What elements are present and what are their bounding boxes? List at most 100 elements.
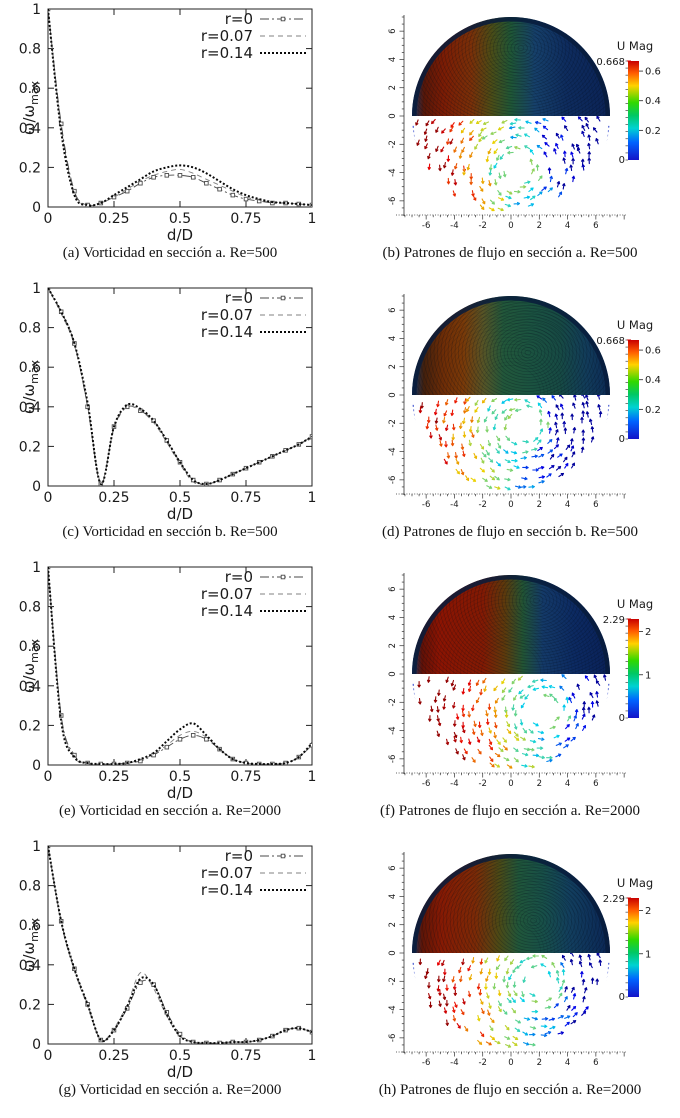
svg-text:-4: -4 — [450, 1058, 458, 1068]
svg-text:4: 4 — [565, 779, 570, 789]
flow-pattern-h: 6 4 2 0 -2 -4 -6 -6 -4 -2 0 2 4 6 U Mag 2.29 0 2 1 — [388, 852, 653, 1068]
svg-text:0.6: 0.6 — [19, 81, 41, 97]
svg-text:0.5: 0.5 — [169, 211, 191, 227]
svg-text:d/D: d/D — [167, 1063, 193, 1081]
svg-text:d/D: d/D — [167, 226, 193, 244]
svg-text:0.25: 0.25 — [98, 211, 129, 227]
svg-text:0: 0 — [619, 992, 625, 1003]
svg-text:0: 0 — [508, 779, 513, 789]
svg-text:0.5: 0.5 — [169, 490, 191, 506]
svg-text:0: 0 — [508, 221, 513, 231]
svg-text:0: 0 — [388, 113, 398, 118]
svg-text:0.4: 0.4 — [645, 375, 661, 386]
svg-text:1: 1 — [32, 839, 41, 855]
svg-text:r=0.14: r=0.14 — [201, 44, 253, 62]
svg-text:r=0: r=0 — [225, 10, 253, 28]
svg-text:r=0: r=0 — [225, 847, 253, 865]
svg-text:0.2: 0.2 — [19, 718, 41, 734]
svg-text:6: 6 — [593, 500, 598, 510]
svg-text:1: 1 — [32, 281, 41, 297]
svg-text:0.668: 0.668 — [596, 336, 625, 347]
svg-text:0.6: 0.6 — [645, 346, 661, 357]
figure-row-1: 0 0.25 0.5 0.75 1 0 0.2 0.4 0.6 0.8 1 d/D ω/ωmax r=0 r… — [0, 2, 680, 264]
svg-text:-6: -6 — [388, 1034, 398, 1042]
svg-text:0: 0 — [388, 671, 398, 676]
panel-h: 6 4 2 0 -2 -4 -6 -6 -4 -2 0 2 4 6 U Mag 2.29 0 2 1 (h) Pat… — [340, 839, 680, 1101]
panel-a: 0 0.25 0.5 0.75 1 0 0.2 0.4 0.6 0.8 1 d/D ω/ωmax r=0 r… — [0, 2, 340, 264]
svg-text:U Mag: U Mag — [617, 876, 653, 890]
svg-text:4: 4 — [565, 221, 570, 231]
panel-g: 0 0.25 0.5 0.75 1 0 0.2 0.4 0.6 0.8 1 d/D ω/ωmax r=0 r… — [0, 839, 340, 1101]
flow-pattern-b: 6 4 2 0 -2 -4 -6 -6 -4 -2 0 2 4 6 U Mag 0.668 0 0.6 0.4 0.2 — [388, 15, 661, 231]
svg-text:2: 2 — [388, 922, 398, 927]
panel-d: 6 4 2 0 -2 -4 -6 -6 -4 -2 0 2 4 6 U Mag 0.668 0 0.6 0.4 0.2… — [340, 281, 680, 543]
svg-text:-4: -4 — [450, 779, 458, 789]
figure-row-4: 0 0.25 0.5 0.75 1 0 0.2 0.4 0.6 0.8 1 d/D ω/ωmax r=0 r… — [0, 839, 680, 1101]
svg-text:2: 2 — [537, 221, 542, 231]
svg-text:2: 2 — [537, 1058, 542, 1068]
svg-text:-6: -6 — [388, 476, 398, 484]
svg-text:-4: -4 — [388, 1005, 398, 1013]
caption-c: (c) Vorticidad en sección b. Re=500 — [62, 524, 278, 540]
svg-text:0.668: 0.668 — [596, 57, 625, 68]
svg-text:0: 0 — [388, 392, 398, 397]
svg-text:-2: -2 — [478, 500, 486, 510]
panel-e: 0 0.25 0.5 0.75 1 0 0.2 0.4 0.6 0.8 1 d/D ω/ωmax r=0 r… — [0, 560, 340, 822]
svg-text:-4: -4 — [450, 221, 458, 231]
panel-b: 6 4 2 0 -2 -4 -6 -6 -4 -2 0 2 4 6 U Mag 0.668 0 0.6 0.4 0.2… — [340, 2, 680, 264]
svg-text:1: 1 — [645, 949, 651, 960]
svg-text:r=0.07: r=0.07 — [201, 585, 253, 603]
svg-text:1: 1 — [308, 211, 317, 227]
svg-text:r=0.07: r=0.07 — [201, 864, 253, 882]
svg-text:U Mag: U Mag — [617, 318, 653, 332]
svg-text:6: 6 — [593, 221, 598, 231]
svg-text:r=0.14: r=0.14 — [201, 881, 253, 899]
svg-text:2: 2 — [388, 364, 398, 369]
svg-text:r=0.07: r=0.07 — [201, 306, 253, 324]
vorticity-chart-c: 0 0.25 0.5 0.75 100.20.40.60.81d/Dω/ωmaxr=0r… — [19, 281, 317, 523]
caption-a: (a) Vorticidad en sección a. Re=500 — [62, 245, 278, 261]
svg-text:-2: -2 — [478, 779, 486, 789]
svg-text:-6: -6 — [388, 755, 398, 763]
svg-text:1: 1 — [32, 560, 41, 576]
svg-text:r=0.14: r=0.14 — [201, 323, 253, 341]
svg-text:2.29: 2.29 — [603, 615, 625, 626]
svg-text:-2: -2 — [478, 221, 486, 231]
svg-text:0: 0 — [32, 758, 41, 774]
svg-text:6: 6 — [388, 865, 398, 870]
svg-text:r=0: r=0 — [225, 289, 253, 307]
svg-text:0.2: 0.2 — [19, 997, 41, 1013]
svg-text:0: 0 — [44, 769, 53, 785]
svg-text:0.5: 0.5 — [169, 769, 191, 785]
svg-text:0: 0 — [619, 155, 625, 166]
vorticity-chart-e: 0 0.25 0.5 0.75 100.20.40.60.81d/Dω/ωmaxr=0r… — [19, 560, 317, 802]
svg-text:0.4: 0.4 — [19, 679, 41, 695]
svg-text:0.75: 0.75 — [230, 769, 261, 785]
svg-text:-2: -2 — [388, 419, 398, 427]
svg-text:4: 4 — [565, 1058, 570, 1068]
svg-text:0: 0 — [32, 200, 41, 216]
svg-text:1: 1 — [308, 490, 317, 506]
svg-text:-4: -4 — [388, 447, 398, 455]
svg-text:0.75: 0.75 — [230, 1048, 261, 1064]
svg-text:4: 4 — [388, 615, 398, 620]
svg-text:0: 0 — [619, 713, 625, 724]
svg-text:2: 2 — [537, 500, 542, 510]
svg-text:0.8: 0.8 — [19, 600, 41, 616]
svg-text:0: 0 — [44, 211, 53, 227]
svg-text:6: 6 — [388, 307, 398, 312]
panel-c: 0 0.25 0.5 0.75 1 0 0.2 0.4 0.6 0.8 1 d/D ω/ωmax r=0 r… — [0, 281, 340, 543]
svg-text:2: 2 — [645, 906, 651, 917]
svg-text:0.8: 0.8 — [19, 321, 41, 337]
svg-text:0.8: 0.8 — [19, 42, 41, 58]
svg-text:0.75: 0.75 — [230, 490, 261, 506]
svg-text:0.25: 0.25 — [98, 490, 129, 506]
svg-text:-2: -2 — [478, 1058, 486, 1068]
svg-text:0.2: 0.2 — [19, 439, 41, 455]
svg-text:0: 0 — [619, 434, 625, 445]
svg-text:U Mag: U Mag — [617, 597, 653, 611]
svg-text:0.6: 0.6 — [645, 67, 661, 78]
svg-text:r=0: r=0 — [225, 568, 253, 586]
caption-d: (d) Patrones de flujo en sección b. Re=5… — [382, 524, 638, 540]
svg-text:-6: -6 — [422, 500, 430, 510]
